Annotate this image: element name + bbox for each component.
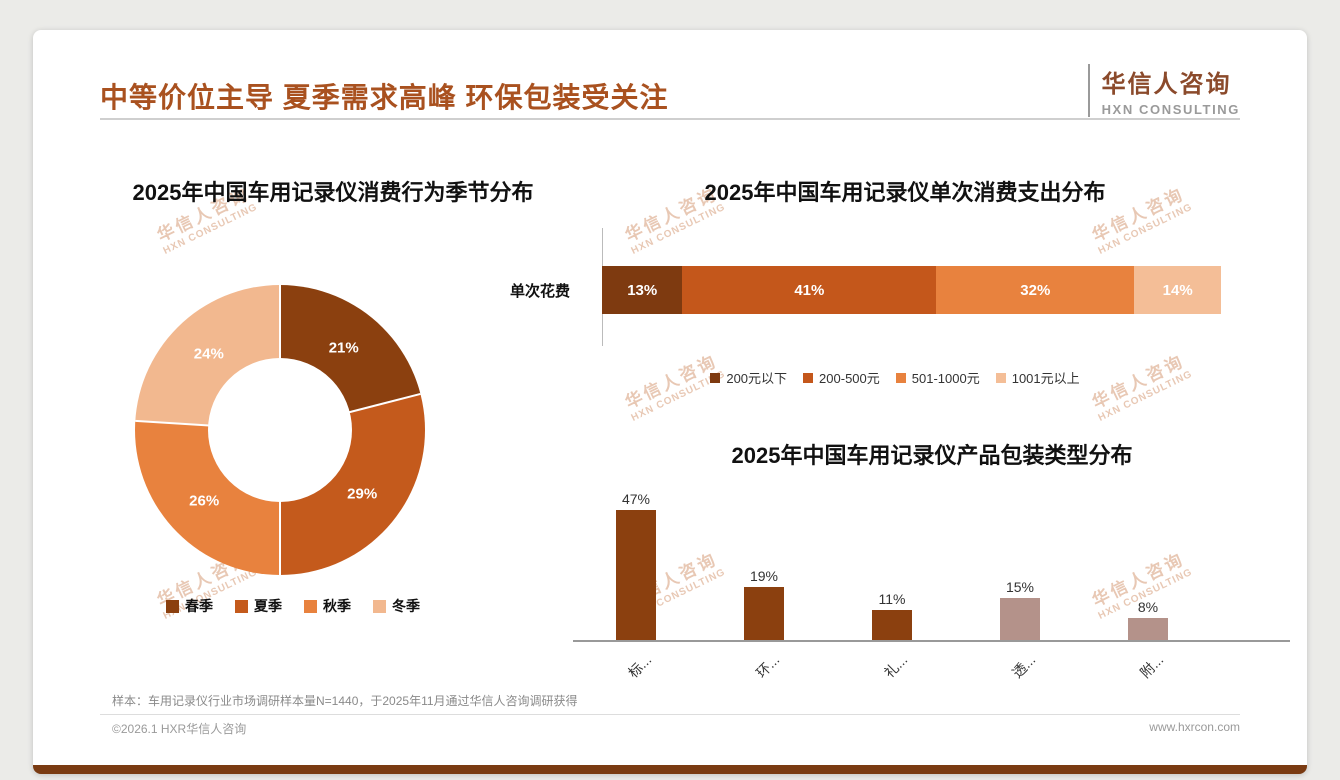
x-axis-label: 标... [625, 651, 655, 681]
sample-note: 样本：车用记录仪行业市场调研样本量N=1440，于2025年11月通过华信人咨询… [112, 694, 578, 708]
bar[interactable] [1000, 598, 1040, 640]
bar-slot: 8% [1084, 599, 1212, 640]
donut-chart-title: 2025年中国车用记录仪消费行为季节分布 [132, 180, 534, 205]
footer: ©2026.1 HXR华信人咨询 www.hxrcon.com [112, 720, 1240, 737]
bar-slot: 11% [828, 591, 956, 640]
stacked-segment[interactable]: 32% [936, 266, 1135, 314]
donut-slice-label: 26% [189, 492, 220, 510]
x-axis-label: 环... [753, 651, 783, 681]
donut-slice-label: 24% [193, 345, 224, 363]
legend-label: 501-1000元 [911, 371, 980, 386]
x-label-slot: 礼... [828, 642, 956, 698]
spend-row-label: 单次花费 [510, 282, 571, 300]
bar-value-label: 47% [621, 491, 651, 507]
legend-item[interactable]: 春季 [166, 596, 213, 616]
donut-hole [208, 358, 352, 502]
legend-item[interactable]: 501-1000元 [895, 368, 980, 387]
bar[interactable] [616, 510, 656, 640]
legend-swatch [803, 372, 814, 383]
legend-swatch [166, 599, 179, 613]
x-label-slot: 标... [572, 642, 700, 698]
packaging-chart-title: 2025年中国车用记录仪产品包装类型分布 [731, 443, 1133, 468]
bar[interactable] [1128, 618, 1168, 640]
stacked-segment-label: 32% [1020, 281, 1051, 299]
packaging-xlabels: 标... 环... 礼... 透... 附... [572, 642, 1212, 698]
stacked-segment[interactable]: 13% [602, 266, 683, 314]
footer-divider [100, 714, 1240, 715]
packaging-x-axis [573, 640, 1290, 642]
legend-item[interactable]: 夏季 [235, 596, 282, 616]
copyright: ©2026.1 HXR华信人咨询 [112, 722, 247, 736]
legend-swatch [710, 372, 721, 383]
bar[interactable] [744, 587, 784, 640]
x-label-slot: 附... [1084, 642, 1212, 698]
legend-item[interactable]: 200元以下 [710, 368, 787, 387]
spend-chart: 单次花费 13% 41% 32% 14% [510, 266, 1221, 314]
brand-tagline: HXN CONSULTING [1101, 102, 1240, 117]
bar-slot: 19% [700, 568, 828, 640]
legend-swatch [895, 372, 906, 383]
legend-swatch [373, 599, 386, 613]
spend-legend: 200元以下 200-500元 501-1000元 1001元以上 [602, 368, 1188, 387]
stacked-segment[interactable]: 14% [1134, 266, 1221, 314]
website-link[interactable]: www.hxrcon.com [1149, 720, 1240, 734]
legend-label: 春季 [185, 598, 213, 614]
donut-chart: 21% 29% 26% 24% [135, 285, 425, 575]
bar-slot: 47% [572, 491, 700, 640]
legend-label: 200元以下 [726, 371, 788, 386]
stacked-segment-label: 13% [627, 281, 658, 299]
stacked-segment[interactable]: 41% [682, 266, 937, 314]
x-axis-label: 透... [1009, 651, 1039, 681]
legend-swatch [995, 372, 1006, 383]
page-title: 中等价位主导 夏季需求高峰 环保包装受关注 [100, 82, 669, 113]
spend-chart-title: 2025年中国车用记录仪单次消费支出分布 [704, 180, 1106, 205]
brand-logo: 华信人咨询 HXN CONSULTING [1087, 64, 1240, 117]
legend-swatch [304, 599, 317, 613]
x-axis-label: 附... [1137, 651, 1167, 681]
x-label-slot: 环... [700, 642, 828, 698]
donut-slice-divider [279, 285, 281, 430]
donut-slice-label: 21% [328, 339, 359, 357]
legend-label: 夏季 [254, 598, 282, 614]
legend-item[interactable]: 冬季 [373, 596, 420, 616]
x-label-slot: 透... [956, 642, 1084, 698]
legend-label: 1001元以上 [1011, 371, 1080, 386]
legend-item[interactable]: 1001元以上 [995, 368, 1080, 387]
legend-label: 秋季 [323, 598, 351, 614]
legend-swatch [235, 599, 248, 613]
report-card: 华信人咨询 HXN CONSULTING 华信人咨询 HXN CONSULTING 华信… [33, 30, 1307, 774]
donut-slice-label: 29% [347, 485, 378, 503]
stacked-segment-label: 14% [1162, 281, 1193, 299]
brand-name: 华信人咨询 [1101, 71, 1232, 98]
bar-value-label: 8% [1137, 599, 1159, 615]
legend-label: 200-500元 [819, 371, 880, 386]
legend-item[interactable]: 秋季 [304, 596, 351, 616]
bar-value-label: 19% [749, 568, 779, 584]
x-axis-label: 礼... [881, 651, 911, 681]
header: 中等价位主导 夏季需求高峰 环保包装受关注 华信人咨询 HXN CONSULTI… [100, 64, 1240, 117]
bar-value-label: 11% [878, 591, 906, 607]
bar-value-label: 15% [1005, 579, 1035, 595]
legend-item[interactable]: 200-500元 [803, 368, 880, 387]
packaging-bars: 47% 19% 11% 15% 8% [572, 482, 1212, 640]
stacked-segment-label: 41% [794, 281, 825, 299]
bar-slot: 15% [956, 579, 1084, 640]
bar[interactable] [872, 610, 912, 640]
stacked-bar: 13% 41% 32% 14% [602, 266, 1221, 314]
header-divider [100, 118, 1240, 120]
seasonal-donut[interactable]: 21% 29% 26% 24% [135, 285, 425, 575]
legend-label: 冬季 [392, 598, 420, 614]
donut-legend: 春季 夏季 秋季 冬季 [73, 596, 513, 616]
